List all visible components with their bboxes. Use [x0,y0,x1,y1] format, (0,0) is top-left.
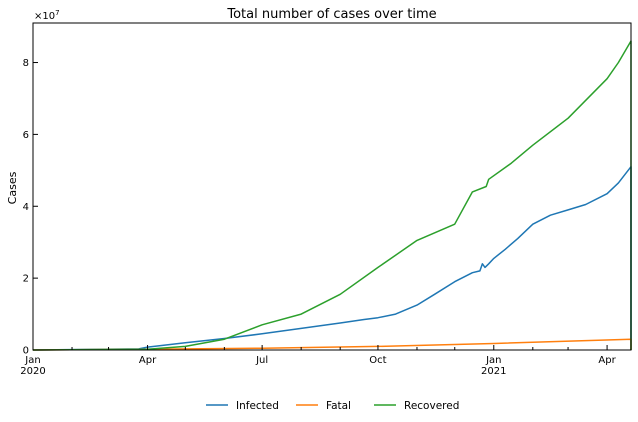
x-tick-sublabel: 2020 [20,366,45,377]
legend-item-fatal: Fatal [296,400,351,412]
x-tick-label: Apr [139,355,157,366]
y-tick-label: 2 [23,274,29,285]
x-tick-label: Jul [255,355,268,366]
legend-item-infected: Infected [206,400,279,412]
plot-frame [32,22,632,351]
y-multiplier-base: ×10 [34,11,55,22]
y-tick-label: 6 [23,130,29,141]
legend-label: Fatal [326,400,351,412]
x-tick-label: Jan [24,355,40,366]
chart-title: Total number of cases over time [226,7,436,22]
y-axis: 0 2 4 6 8 [23,58,38,357]
legend: Infected Fatal Recovered [206,400,459,412]
x-tick-sublabel: 2021 [481,366,506,377]
x-tick-label: Oct [369,355,386,366]
legend-label: Infected [236,400,279,412]
y-tick-label: 4 [23,202,29,213]
legend-item-recovered: Recovered [374,400,459,412]
x-tick-label: Apr [598,355,616,366]
y-axis-multiplier: ×107 [34,9,60,22]
y-axis-label: Cases [6,171,19,204]
series-line-infected [32,165,632,351]
y-tick-label: 0 [23,346,29,357]
legend-label: Recovered [404,400,459,412]
y-multiplier-exponent: 7 [55,9,59,17]
series-line-recovered [32,40,632,351]
x-tick-label: Jan [485,355,501,366]
y-tick-label: 8 [23,58,29,69]
plot-area [32,40,632,351]
